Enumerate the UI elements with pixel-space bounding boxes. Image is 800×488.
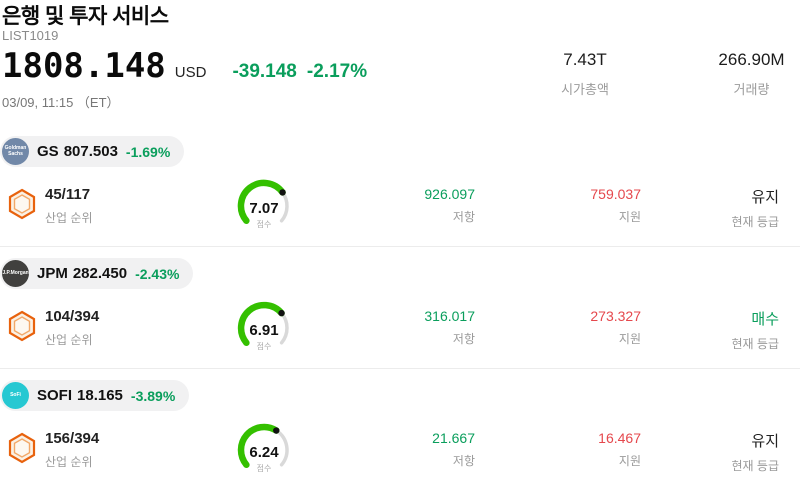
section-divider [0, 368, 800, 369]
current-rating: 유지 현재 등급 [654, 430, 780, 474]
support-value: 273.327 [590, 308, 641, 324]
industry-rank: 45/117 산업 순위 [45, 186, 93, 226]
avatar-label: Goldman Sachs [4, 144, 27, 157]
market-cap-value: 7.43T [563, 50, 607, 69]
score-label: 점수 [256, 342, 272, 351]
rating-label: 현재 등급 [731, 459, 780, 473]
volume-value: 266.90M [718, 50, 785, 69]
industry-rank: 156/394 산업 순위 [45, 430, 99, 470]
rank-badge-icon [7, 188, 37, 225]
current-rating: 매수 현재 등급 [654, 308, 780, 352]
score-label: 점수 [256, 220, 272, 229]
rank-label: 산업 순위 [45, 455, 93, 469]
stock-header-gs[interactable]: Goldman Sachs GS 807.503 -1.69% [0, 136, 185, 167]
ticker-symbol: JPM [37, 265, 68, 282]
resistance-value: 926.097 [424, 186, 475, 202]
volume-label: 거래량 [733, 82, 770, 97]
ticker-price: 807.503 [63, 143, 118, 160]
jpm-logo-avatar: J.P.Morgan [2, 260, 29, 287]
avatar-label: SoFi [10, 391, 21, 398]
section-divider [0, 246, 800, 247]
rating-value: 유지 [751, 189, 779, 206]
resistance: 926.097 저항 [370, 186, 475, 225]
main-price: 1808.148 [2, 46, 166, 86]
stock-header-sofi[interactable]: SoFi SOFI 18.165 -3.89% [0, 380, 190, 411]
gs-logo-avatar: Goldman Sachs [2, 138, 29, 165]
score-gauge: 6.91 점수 [214, 300, 314, 362]
industry-rank: 104/394 산업 순위 [45, 308, 99, 348]
rank-value: 45/117 [45, 186, 91, 203]
rating-value: 유지 [751, 433, 779, 450]
ticker-change: -2.43% [135, 265, 180, 282]
rank-label: 산업 순위 [45, 333, 93, 347]
list-id: LIST1019 [2, 28, 59, 43]
score-label: 점수 [256, 464, 272, 473]
score-gauge: 6.24 점수 [214, 422, 314, 484]
resistance-label: 저항 [452, 332, 475, 346]
rating-value: 매수 [751, 311, 779, 328]
support-label: 지원 [618, 454, 641, 468]
rating-label: 현재 등급 [731, 337, 780, 351]
ticker-change: -3.89% [130, 387, 176, 404]
resistance-value: 21.667 [432, 430, 475, 446]
score-value: 7.07 [249, 200, 279, 217]
main-change: -39.148 -2.17% [232, 61, 367, 83]
stock-row-sofi[interactable]: 156/394 산업 순위 6.24 점수 21.667 저항 16.467 지… [0, 423, 800, 486]
market-cap-stat: 7.43T 시가총액 [520, 50, 650, 98]
ticker-symbol: GS [37, 143, 59, 160]
resistance-value: 316.017 [424, 308, 475, 324]
rank-label: 산업 순위 [45, 211, 93, 225]
support: 759.037 지원 [536, 186, 641, 225]
score-gauge: 7.07 점수 [214, 178, 314, 240]
rank-value: 156/394 [45, 430, 100, 447]
score-value: 6.91 [249, 322, 279, 339]
support: 16.467 지원 [536, 430, 641, 469]
main-price-row: 1808.148 USD -39.148 -2.17% [2, 46, 367, 86]
support: 273.327 지원 [536, 308, 641, 347]
ticker-price: 282.450 [72, 265, 128, 282]
current-rating: 유지 현재 등급 [654, 186, 780, 230]
resistance-label: 저항 [452, 454, 475, 468]
score-value: 6.24 [249, 444, 279, 461]
currency-label: USD [174, 64, 207, 81]
change-value: -39.148 [232, 61, 297, 82]
stock-row-jpm[interactable]: 104/394 산업 순위 6.91 점수 316.017 저항 273.327… [0, 301, 800, 364]
rating-label: 현재 등급 [731, 215, 780, 229]
support-value: 16.467 [598, 430, 641, 446]
ticker-price: 18.165 [77, 387, 123, 404]
ticker-symbol: SOFI [37, 387, 73, 404]
market-cap-label: 시가총액 [561, 82, 609, 97]
rank-badge-icon [7, 432, 37, 469]
resistance-label: 저항 [452, 210, 475, 224]
volume-stat: 266.90M 거래량 [703, 50, 800, 98]
page-title: 은행 및 투자 서비스 [2, 5, 169, 28]
avatar-label: J.P.Morgan [2, 269, 29, 276]
support-label: 지원 [618, 210, 641, 224]
support-value: 759.037 [590, 186, 641, 202]
quote-datetime: 03/09, 11:15 （ET） [2, 95, 120, 110]
change-percent: -2.17% [306, 61, 368, 82]
rank-badge-icon [7, 310, 37, 347]
stock-header-jpm[interactable]: J.P.Morgan JPM 282.450 -2.43% [0, 258, 194, 289]
resistance: 316.017 저항 [370, 308, 475, 347]
sofi-logo-avatar: SoFi [2, 382, 29, 409]
support-label: 지원 [618, 332, 641, 346]
resistance: 21.667 저항 [370, 430, 475, 469]
rank-value: 104/394 [45, 308, 100, 325]
stock-row-gs[interactable]: 45/117 산업 순위 7.07 점수 926.097 저항 759.037 … [0, 179, 800, 242]
ticker-change: -1.69% [125, 143, 171, 160]
